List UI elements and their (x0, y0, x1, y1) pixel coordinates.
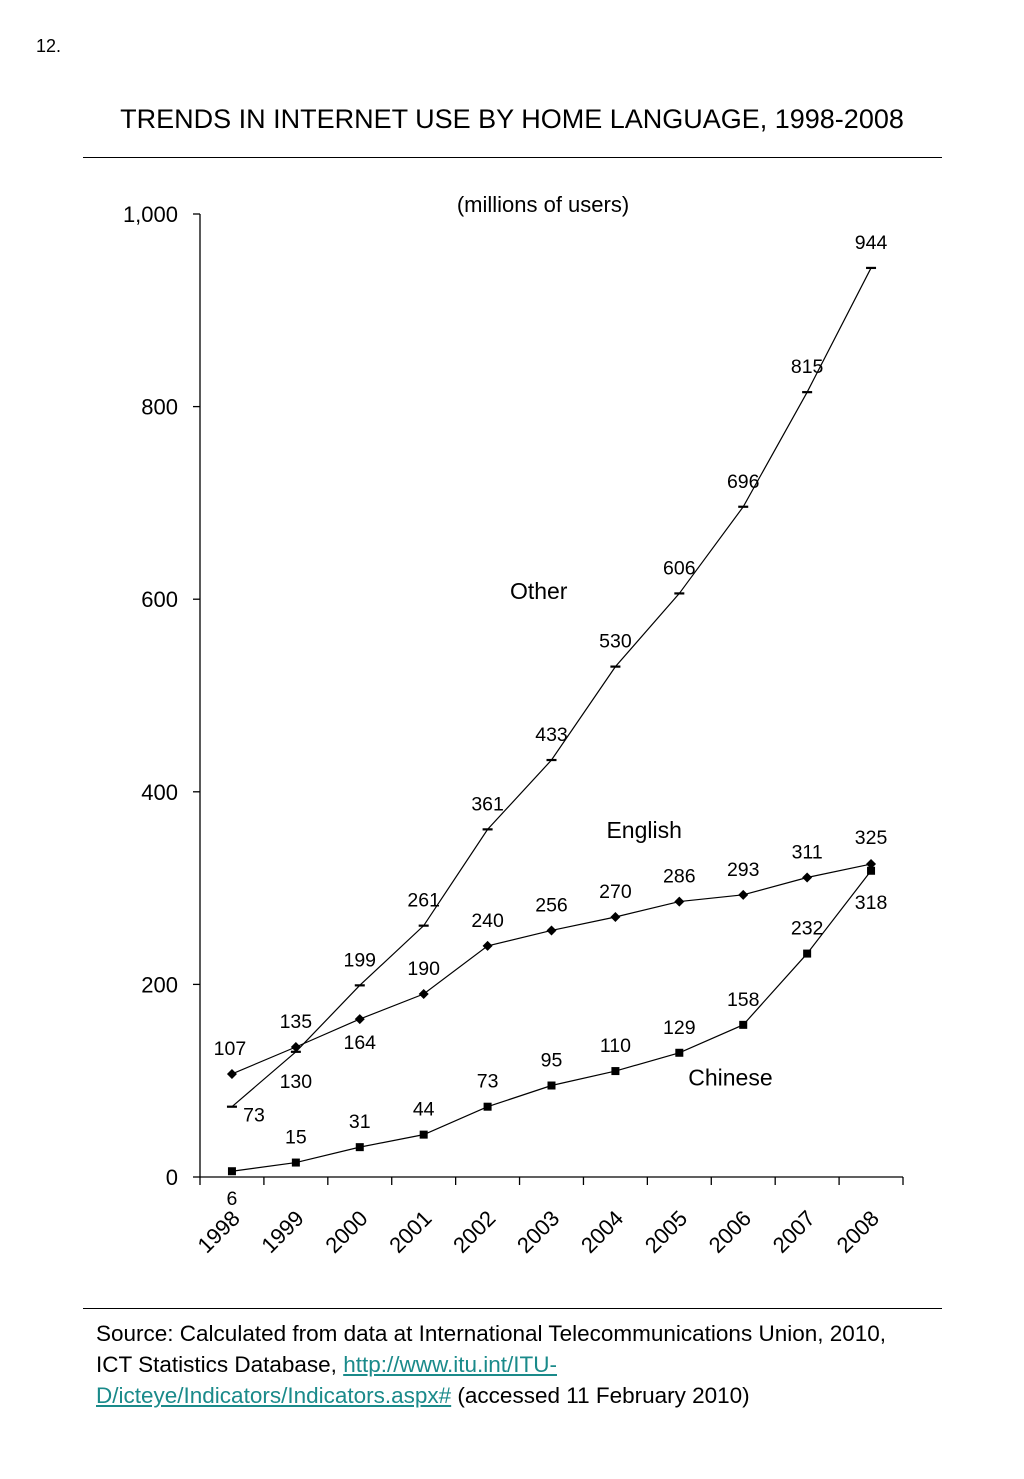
marker-english (546, 925, 557, 936)
data-label-other: 73 (243, 1105, 265, 1127)
marker-english (674, 896, 685, 907)
y-tick-label: 800 (141, 395, 178, 420)
marker-chinese (227, 1167, 236, 1176)
y-tick-label: 1,000 (123, 202, 178, 227)
x-tick-label: 2004 (576, 1206, 628, 1258)
data-label-chinese: 232 (791, 918, 824, 940)
data-label-other: 130 (280, 1071, 313, 1093)
source-text: Source: Calculated from data at Internat… (96, 1321, 887, 1377)
data-label-chinese: 110 (600, 1035, 631, 1057)
data-label-english: 325 (855, 827, 888, 849)
marker-chinese (803, 949, 812, 958)
data-label-english: 293 (727, 859, 760, 881)
chart-subtitle: (millions of users) (457, 192, 629, 217)
x-tick-label: 2002 (448, 1206, 500, 1258)
y-tick-label: 0 (166, 1165, 178, 1190)
data-labels: 73 130 199 261 361 433 530 606 696 815 944 107 135 16… (214, 232, 888, 1210)
marker-english (482, 940, 493, 951)
marker-english (354, 1014, 365, 1025)
data-label-chinese: 44 (413, 1099, 435, 1121)
data-label-english: 190 (407, 958, 440, 980)
data-label-other: 696 (727, 471, 760, 493)
series-line-other (231, 267, 872, 1108)
source-link[interactable]: http://www.itu.int/ITU-D/icteye/Indicato… (96, 1352, 557, 1408)
marker-chinese (867, 866, 876, 875)
marker-english (290, 1041, 301, 1052)
x-tick-label: 2005 (640, 1206, 692, 1258)
x-tick-label: 2007 (768, 1206, 820, 1258)
marker-english (610, 911, 621, 922)
data-label-english: 256 (535, 894, 568, 916)
marker-chinese (611, 1067, 620, 1076)
data-label-other: 606 (663, 557, 696, 579)
x-tick-label: 1998 (193, 1206, 245, 1258)
x-tick-label: 2008 (832, 1206, 884, 1258)
y-tick-label: 600 (141, 587, 178, 612)
data-label-chinese: 31 (349, 1111, 371, 1133)
x-tick-label: 2006 (704, 1206, 756, 1258)
marker-english (866, 859, 877, 870)
data-label-chinese: 158 (727, 989, 760, 1011)
marker-chinese (675, 1048, 684, 1057)
x-tick-label: 1999 (256, 1206, 308, 1258)
data-label-english: 311 (792, 842, 823, 864)
marker-chinese (355, 1143, 364, 1152)
data-label-english: 164 (343, 1032, 376, 1054)
marker-english (802, 872, 813, 883)
data-label-chinese: 6 (227, 1188, 238, 1210)
data-label-chinese: 129 (663, 1017, 696, 1039)
data-label-other: 199 (343, 949, 376, 971)
data-label-chinese: 95 (541, 1050, 563, 1072)
data-label-english: 286 (663, 866, 696, 888)
marker-chinese (419, 1130, 428, 1139)
data-label-other: 433 (535, 724, 568, 746)
data-label-english: 135 (280, 1011, 313, 1033)
series-lines (231, 267, 872, 1172)
data-label-chinese: 73 (477, 1071, 499, 1093)
bottom-divider (83, 1308, 942, 1309)
x-tick-label: 2000 (320, 1206, 372, 1258)
source-note: Source: Calculated from data at Internat… (96, 1318, 896, 1411)
marker-chinese (547, 1081, 556, 1090)
marker-chinese (483, 1102, 492, 1111)
marker-english (418, 989, 429, 1000)
source-accessed: (accessed 11 February 2010) (451, 1383, 750, 1408)
marker-english (738, 889, 749, 900)
x-tick-label: 2001 (384, 1206, 436, 1258)
data-label-chinese: 15 (285, 1127, 307, 1149)
data-label-english: 270 (599, 881, 632, 903)
series-name-english: English (606, 817, 681, 843)
marker-english (226, 1068, 237, 1079)
x-tick-label: 2003 (512, 1206, 564, 1258)
data-label-english: 107 (214, 1038, 247, 1060)
data-label-other: 815 (791, 356, 824, 378)
data-label-english: 240 (471, 910, 504, 932)
page-title: TRENDS IN INTERNET USE BY HOME LANGUAGE,… (120, 104, 904, 134)
top-divider (83, 157, 942, 158)
data-label-other: 261 (407, 890, 440, 912)
y-tick-label: 400 (141, 780, 178, 805)
page-number: 12. (36, 36, 62, 56)
data-label-other: 361 (471, 793, 504, 815)
series-markers (226, 266, 877, 1176)
line-chart: (millions of users) 0 200 400 600 800 1,000 19… (123, 192, 904, 1258)
data-label-other: 530 (599, 631, 632, 653)
marker-chinese (739, 1020, 748, 1029)
data-label-chinese: 318 (855, 892, 888, 914)
y-tick-label: 200 (141, 972, 178, 997)
marker-chinese (291, 1158, 300, 1167)
series-name-chinese: Chinese (688, 1065, 772, 1091)
series-name-other: Other (510, 578, 568, 604)
data-label-other: 944 (855, 232, 888, 254)
